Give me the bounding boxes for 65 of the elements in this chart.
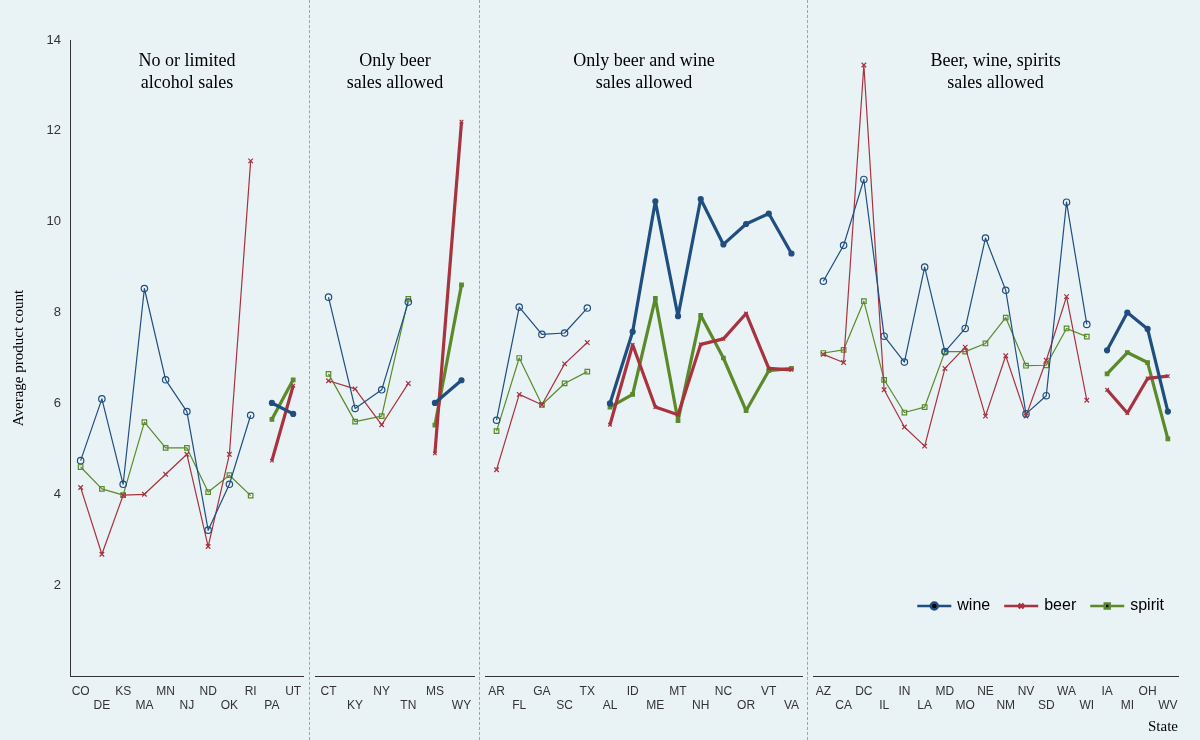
text: Only beer and wine sales allowed	[573, 49, 715, 92]
x-tick-label: UT	[285, 683, 302, 698]
x-tick-label: CA	[835, 697, 852, 712]
x-tick-label: LA	[917, 697, 933, 712]
x-tick-label: MS	[425, 683, 444, 698]
y-tick-label: 8	[53, 304, 61, 320]
x-tick-label: MT	[669, 683, 688, 698]
y-tick-label: 4	[53, 485, 61, 501]
x-tick-label: FL	[512, 697, 527, 712]
x-tick-label: SC	[556, 697, 574, 712]
x-tick-label: OK	[220, 697, 239, 712]
x-tick-label: PA	[264, 697, 280, 712]
x-tick-label: TX	[579, 683, 595, 698]
x-tick-label: VA	[783, 697, 800, 712]
legend-label: wine	[956, 596, 991, 614]
x-tick-label: CO	[71, 683, 90, 698]
x-tick-label: NV	[1017, 683, 1035, 698]
x-tick-label: MO	[955, 697, 975, 712]
x-tick-label: KS	[115, 683, 132, 698]
y-tick-label: 2	[53, 576, 61, 592]
x-tick-label: NM	[996, 697, 1016, 712]
x-tick-label: MD	[935, 683, 955, 698]
x-tick-label: CT	[320, 683, 338, 698]
x-tick-label: MA	[135, 697, 154, 712]
x-tick-label: NJ	[179, 697, 195, 712]
x-tick-label: VT	[761, 683, 778, 698]
x-tick-label: WV	[1158, 697, 1178, 712]
x-tick-label: IN	[898, 683, 911, 698]
y-tick-label: 14	[46, 31, 61, 47]
x-tick-label: OH	[1138, 683, 1157, 698]
y-tick-label: 10	[46, 213, 61, 229]
x-tick-label: RI	[244, 683, 257, 698]
x-tick-label: NY	[373, 683, 391, 698]
x-tick-label: ID	[626, 683, 639, 698]
x-tick-label: WA	[1057, 683, 1076, 698]
x-tick-label: NE	[977, 683, 994, 698]
text: Beer, wine, spirits sales allowed	[930, 49, 1061, 92]
x-tick-label: AR	[488, 683, 506, 698]
x-tick-label: AL	[602, 697, 618, 712]
x-tick-label: DC	[855, 683, 873, 698]
x-tick-label: MI	[1120, 697, 1135, 712]
x-tick-label: DE	[93, 697, 111, 712]
x-tick-label: IL	[879, 697, 890, 712]
text: No or limited alcohol sales	[138, 49, 236, 92]
x-tick-label: SD	[1037, 697, 1055, 712]
text: Only beer sales allowed	[346, 49, 444, 92]
x-tick-label: TN	[400, 697, 417, 712]
x-tick-label: IA	[1101, 683, 1113, 698]
legend-label: spirit	[1130, 596, 1165, 614]
x-tick-label: ND	[199, 683, 218, 698]
x-tick-label: MN	[156, 683, 175, 698]
x-axis-title: State	[1148, 717, 1179, 734]
x-tick-label: KY	[347, 697, 364, 712]
legend-label: beer	[1044, 596, 1077, 614]
x-tick-label: WI	[1079, 697, 1095, 712]
x-tick-label: AZ	[815, 683, 832, 698]
x-tick-label: WY	[451, 697, 472, 712]
x-tick-label: OR	[737, 697, 756, 712]
x-tick-label: GA	[533, 683, 551, 698]
x-tick-label: ME	[646, 697, 665, 712]
x-tick-label: NH	[692, 697, 710, 712]
x-tick-label: NC	[714, 683, 733, 698]
y-tick-label: 12	[46, 122, 61, 138]
y-tick-label: 6	[53, 395, 61, 411]
y-axis-title: Average product count	[9, 289, 26, 427]
